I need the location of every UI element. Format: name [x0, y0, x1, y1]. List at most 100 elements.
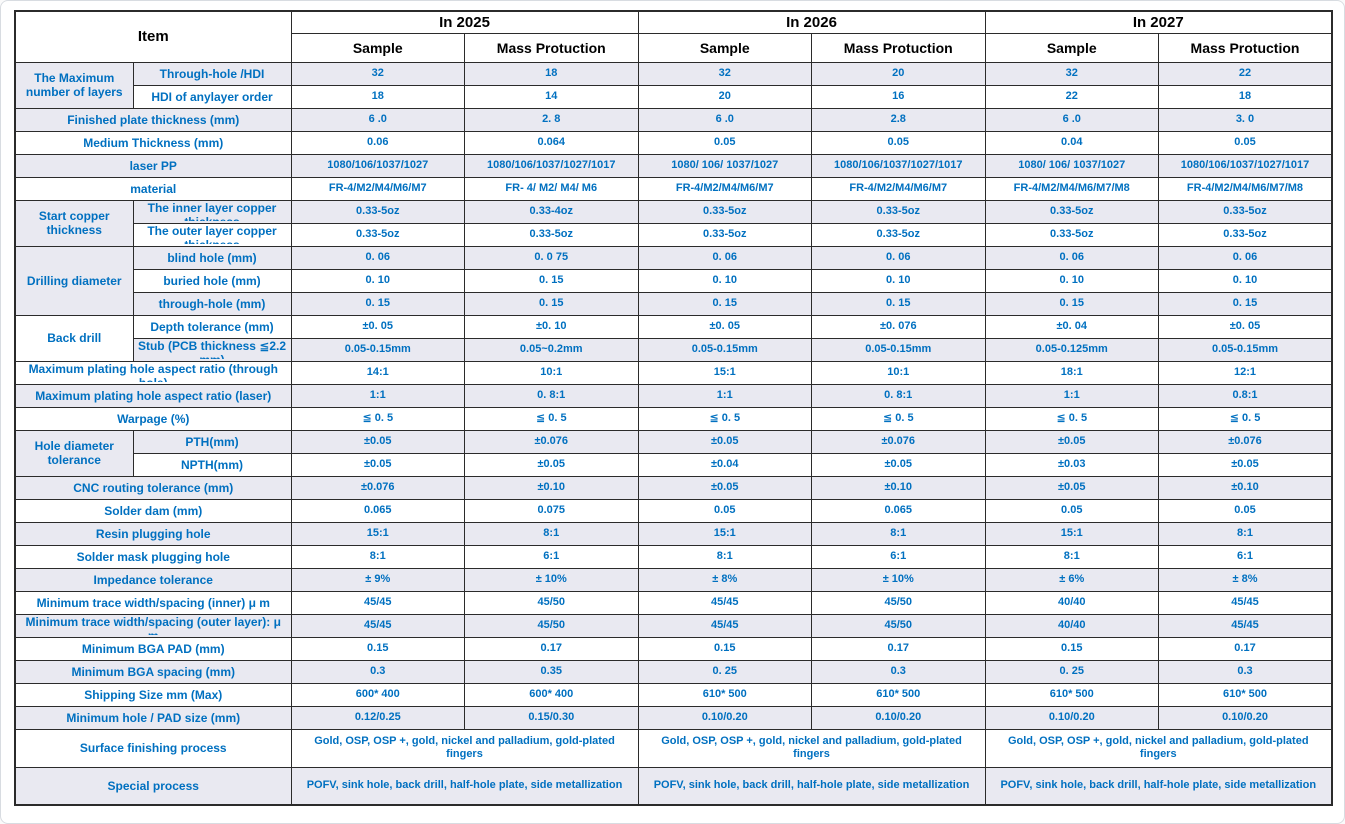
value-cell: ±0.10 — [464, 475, 639, 500]
value-cell: 15:1 — [290, 521, 465, 546]
value-cell: 0. 10 — [811, 268, 986, 293]
value-cell: 45/45 — [637, 590, 812, 615]
value-cell: 0. 10 — [637, 268, 812, 293]
value-cell: 0. 25 — [637, 659, 812, 684]
value-cell: 0.05-0.15mm — [811, 337, 986, 362]
value-cell: ≦ 0. 5 — [1158, 406, 1333, 431]
value-cell: POFV, sink hole, back drill, half-hole p… — [637, 766, 986, 806]
value-cell: 12:1 — [1158, 360, 1333, 385]
value-cell: ±0. 10 — [464, 314, 639, 339]
value-cell: ±0.05 — [290, 452, 465, 477]
value-cell: 45/45 — [290, 590, 465, 615]
value-cell: ≦ 0. 5 — [290, 406, 465, 431]
pcb-capability-table: Item In 2025 In 2026 In 2027 Sample Mass… — [14, 10, 1333, 806]
table-row: Surface finishing process Gold, OSP, OSP … — [14, 728, 1333, 768]
row-label: Shipping Size mm (Max) — [14, 682, 292, 707]
value-cell: 0.10/0.20 — [984, 705, 1159, 730]
value-cell: 0.05 — [637, 498, 812, 523]
value-cell: 0.065 — [811, 498, 986, 523]
value-cell: 22 — [1158, 61, 1333, 86]
value-cell: 0.075 — [464, 498, 639, 523]
value-cell: 0.04 — [984, 130, 1159, 155]
value-cell: 0.15 — [290, 636, 465, 661]
value-cell: 6 .0 — [290, 107, 465, 132]
row-group-label: Start copper thickness — [14, 199, 134, 247]
value-cell: 0.33-5oz — [637, 199, 812, 224]
header-row-years: Item In 2025 In 2026 In 2027 — [14, 10, 1333, 63]
value-cell: 6 .0 — [637, 107, 812, 132]
value-cell: 6:1 — [464, 544, 639, 569]
table-row: Back drill Depth tolerance (mm) ±0. 05 ±0. … — [14, 314, 1333, 362]
row-label: blind hole (mm) — [132, 245, 292, 270]
value-cell: ± 10% — [811, 567, 986, 592]
value-cell: 0.06 — [290, 130, 465, 155]
value-cell: 40/40 — [984, 590, 1159, 615]
value-cell: 0. 25 — [984, 659, 1159, 684]
table-row: Minimum trace width/spacing (outer layer… — [14, 613, 1333, 638]
value-cell: 0. 15 — [984, 291, 1159, 316]
value-cell: 0. 06 — [290, 245, 465, 270]
row-label: Minimum hole / PAD size (mm) — [14, 705, 292, 730]
value-cell: 0. 10 — [290, 268, 465, 293]
value-cell: 10:1 — [464, 360, 639, 385]
value-cell: 0. 06 — [811, 245, 986, 270]
value-cell: 1080/106/1037/1027/1017 — [464, 153, 639, 178]
value-cell: 0.17 — [811, 636, 986, 661]
value-cell: 610* 500 — [1158, 682, 1333, 707]
value-cell: 0. 15 — [1158, 291, 1333, 316]
row-label: Warpage (%) — [14, 406, 292, 431]
value-cell: ±0.05 — [637, 429, 812, 454]
value-cell: ±0.05 — [811, 452, 986, 477]
value-cell: 0.3 — [1158, 659, 1333, 684]
value-cell: ±0.05 — [1158, 452, 1333, 477]
value-cell: 32 — [290, 61, 465, 86]
value-cell: 0.12/0.25 — [290, 705, 465, 730]
value-cell: ±0.03 — [984, 452, 1159, 477]
value-cell: ±0. 05 — [1158, 314, 1333, 339]
table-row: Start copper thickness The inner layer co… — [14, 199, 1333, 247]
table-row: Drilling diameter blind hole (mm) 0. 06 0. … — [14, 245, 1333, 316]
row-label: Minimum BGA PAD (mm) — [14, 636, 292, 661]
value-cell: 45/45 — [290, 613, 465, 638]
value-cell: Gold, OSP, OSP +, gold, nickel and palla… — [984, 728, 1333, 768]
value-cell: 0.10/0.20 — [1158, 705, 1333, 730]
value-cell: 6:1 — [811, 544, 986, 569]
year-header-2026: In 2026 — [637, 10, 986, 34]
value-cell: FR-4/M2/M4/M6/M7 — [290, 176, 465, 201]
value-cell: 18 — [464, 61, 639, 86]
value-cell: ±0.076 — [290, 475, 465, 500]
value-cell: 0.3 — [290, 659, 465, 684]
row-label: Resin plugging hole — [14, 521, 292, 546]
row-label: Surface finishing process — [14, 728, 292, 768]
value-cell: 0.33-5oz — [637, 222, 812, 247]
value-cell: 6:1 — [1158, 544, 1333, 569]
value-cell: ≦ 0. 5 — [811, 406, 986, 431]
row-label: Special process — [14, 766, 292, 806]
value-cell: ±0.05 — [984, 475, 1159, 500]
value-cell: ± 9% — [290, 567, 465, 592]
value-cell: 0.10/0.20 — [811, 705, 986, 730]
mass-production-header-2027: Mass Protuction — [1158, 32, 1333, 63]
row-label: PTH(mm) — [132, 429, 292, 454]
value-cell: ≦ 0. 5 — [464, 406, 639, 431]
sample-header-2026: Sample — [637, 32, 812, 63]
value-cell: 0.05-0.125mm — [984, 337, 1159, 362]
table-row: Minimum BGA spacing (mm) 0.3 0.35 0. 25 0.3 0… — [14, 659, 1333, 684]
value-cell: ±0.076 — [1158, 429, 1333, 454]
row-label: Impedance tolerance — [14, 567, 292, 592]
value-cell: 0.33-4oz — [464, 199, 639, 224]
value-cell: 1080/106/1037/1027/1017 — [1158, 153, 1333, 178]
value-cell: 0. 8:1 — [811, 383, 986, 408]
value-cell: 14:1 — [290, 360, 465, 385]
table-row: Maximum plating hole aspect ratio (throu… — [14, 360, 1333, 385]
value-cell: ±0.10 — [1158, 475, 1333, 500]
row-label: Minimum trace width/spacing (inner) μ m — [14, 590, 292, 615]
value-cell: ± 8% — [1158, 567, 1333, 592]
value-cell: 610* 500 — [811, 682, 986, 707]
value-cell: POFV, sink hole, back drill, half-hole p… — [290, 766, 639, 806]
value-cell: 8:1 — [811, 521, 986, 546]
value-cell: 0.05 — [984, 498, 1159, 523]
row-label: The outer layer copper thickness — [132, 222, 292, 247]
value-cell: 45/50 — [811, 590, 986, 615]
row-label: CNC routing tolerance (mm) — [14, 475, 292, 500]
